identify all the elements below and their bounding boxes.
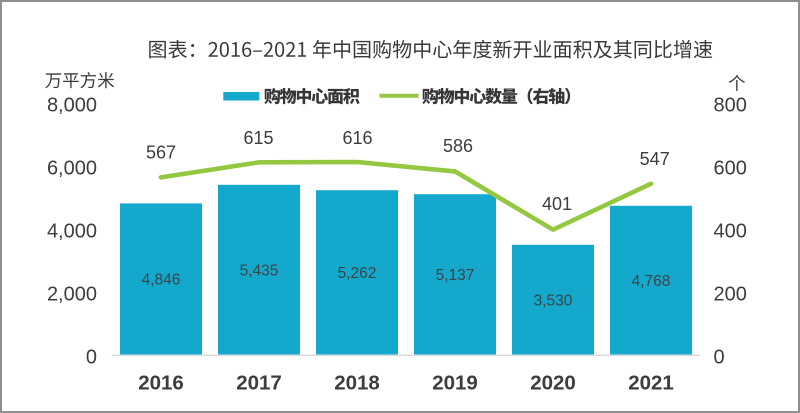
svg-text:586: 586 <box>443 136 473 156</box>
svg-text:4,000: 4,000 <box>47 220 97 242</box>
svg-text:5,262: 5,262 <box>338 265 377 282</box>
svg-text:5,137: 5,137 <box>436 267 475 284</box>
svg-text:4,846: 4,846 <box>142 272 181 289</box>
svg-text:2018: 2018 <box>334 372 380 395</box>
svg-text:547: 547 <box>640 149 670 169</box>
svg-text:2021: 2021 <box>628 372 674 395</box>
svg-text:401: 401 <box>542 194 572 214</box>
svg-text:615: 615 <box>243 128 273 148</box>
svg-text:200: 200 <box>714 283 747 305</box>
svg-text:5,435: 5,435 <box>240 262 279 279</box>
svg-text:800: 800 <box>714 94 747 116</box>
svg-text:2020: 2020 <box>530 372 576 395</box>
svg-text:8,000: 8,000 <box>47 94 97 116</box>
svg-text:6,000: 6,000 <box>47 157 97 179</box>
svg-text:3,530: 3,530 <box>534 292 573 309</box>
svg-text:0: 0 <box>86 346 97 368</box>
svg-text:616: 616 <box>342 128 372 148</box>
svg-text:2,000: 2,000 <box>47 283 97 305</box>
svg-text:2019: 2019 <box>432 372 478 395</box>
svg-text:4,768: 4,768 <box>632 273 671 290</box>
svg-text:0: 0 <box>714 346 725 368</box>
svg-text:2017: 2017 <box>236 372 282 395</box>
svg-text:2016: 2016 <box>138 372 184 395</box>
svg-text:600: 600 <box>714 157 747 179</box>
svg-text:567: 567 <box>146 143 176 163</box>
svg-text:400: 400 <box>714 220 747 242</box>
